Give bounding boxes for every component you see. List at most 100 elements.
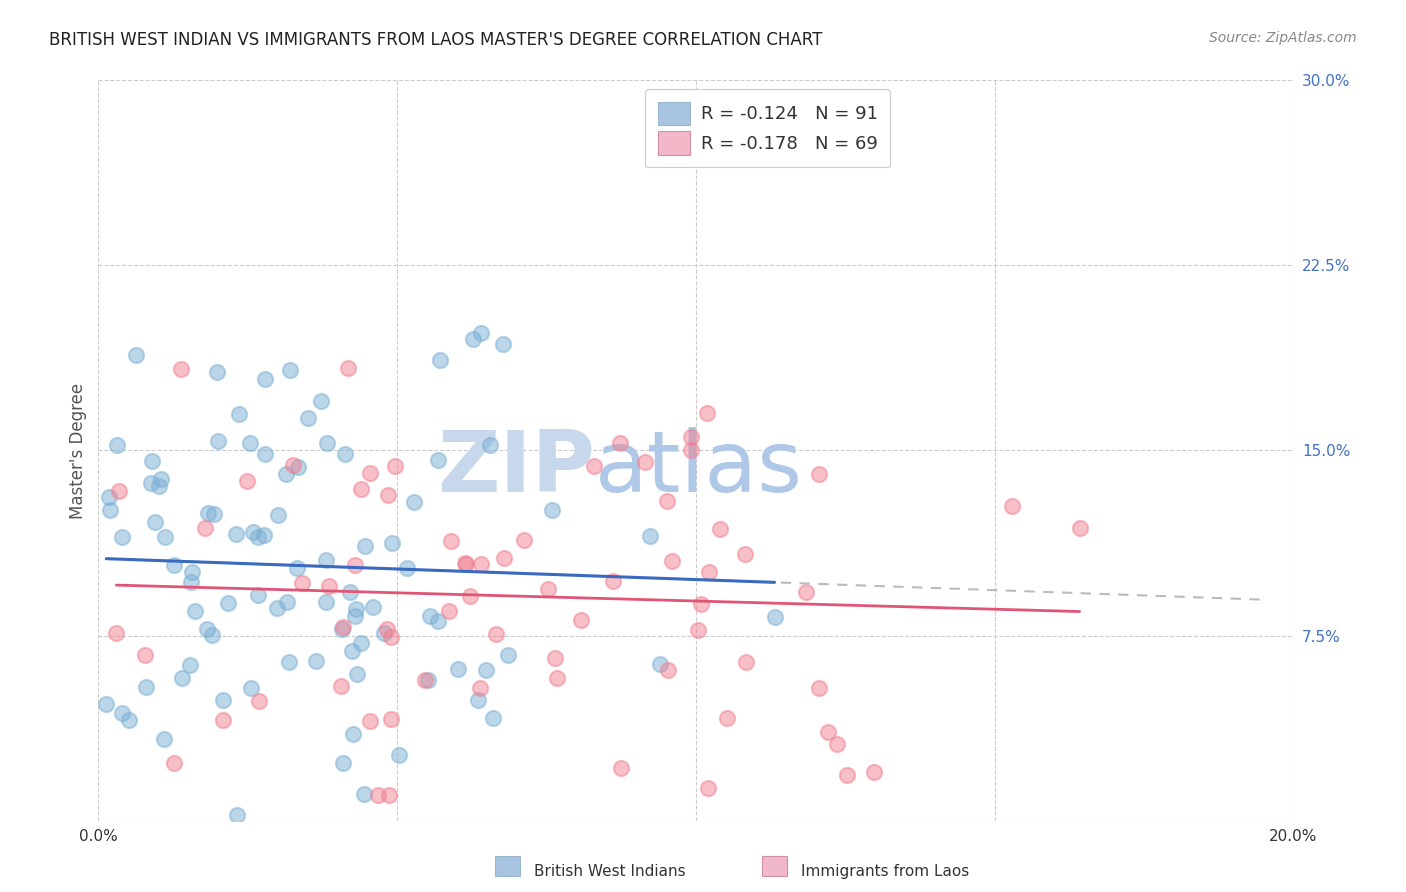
Point <box>197 506 219 520</box>
Text: ZIP: ZIP <box>437 427 595 510</box>
Point <box>141 476 163 491</box>
Point <box>253 528 276 542</box>
Point <box>375 623 398 637</box>
Point <box>98 503 121 517</box>
Text: atlas: atlas <box>595 427 803 510</box>
Point <box>380 631 402 645</box>
Point <box>212 693 235 707</box>
Point <box>247 693 270 707</box>
Point <box>254 447 277 461</box>
Point <box>315 594 337 608</box>
Point <box>207 434 229 448</box>
Point <box>763 609 786 624</box>
Point <box>316 436 339 450</box>
Point <box>835 768 858 782</box>
Point <box>363 600 385 615</box>
Point <box>544 651 567 665</box>
Point <box>696 405 718 419</box>
Point <box>638 529 661 543</box>
Point <box>427 452 450 467</box>
Point <box>697 780 720 795</box>
Point <box>690 597 713 611</box>
Point <box>492 337 515 351</box>
Text: British West Indians: British West Indians <box>534 863 686 879</box>
Point <box>456 557 478 571</box>
Point <box>111 530 134 544</box>
Point <box>330 622 353 636</box>
Point <box>339 585 361 599</box>
Point <box>247 588 270 602</box>
Point <box>1001 499 1024 513</box>
Point <box>277 655 299 669</box>
Point <box>686 623 709 637</box>
Point <box>609 435 631 450</box>
Point <box>342 727 364 741</box>
Point <box>242 524 264 539</box>
Point <box>332 620 354 634</box>
Point <box>350 482 373 496</box>
Point <box>266 601 288 615</box>
Point <box>481 711 503 725</box>
Point <box>332 756 354 770</box>
Point <box>246 530 269 544</box>
Point <box>634 455 657 469</box>
Point <box>226 807 249 822</box>
Point <box>468 681 491 695</box>
Point <box>111 706 134 721</box>
Point <box>335 447 357 461</box>
Point <box>202 508 225 522</box>
Point <box>346 667 368 681</box>
Point <box>153 732 176 747</box>
Point <box>402 495 425 509</box>
Point <box>439 604 461 618</box>
Point <box>384 459 406 474</box>
Point <box>117 713 139 727</box>
Point <box>105 438 128 452</box>
Point <box>460 589 482 603</box>
Point <box>207 365 229 379</box>
Point <box>180 575 202 590</box>
Point <box>297 411 319 425</box>
Point <box>697 566 720 580</box>
Point <box>396 561 419 575</box>
Point <box>97 490 120 504</box>
Point <box>602 574 624 588</box>
Point <box>135 681 157 695</box>
Point <box>648 657 671 671</box>
Point <box>143 515 166 529</box>
Point <box>478 438 501 452</box>
Point <box>657 494 679 508</box>
Point <box>571 613 593 627</box>
Point <box>105 625 128 640</box>
Point <box>342 644 364 658</box>
Point <box>287 459 309 474</box>
Point <box>496 648 519 663</box>
Point <box>285 560 308 574</box>
Point <box>492 551 515 566</box>
Point <box>461 332 484 346</box>
Point <box>377 488 399 502</box>
Point <box>419 609 441 624</box>
Point <box>330 679 353 693</box>
Y-axis label: Master's Degree: Master's Degree <box>69 383 87 518</box>
Point <box>194 521 217 535</box>
Point <box>148 478 170 492</box>
Point <box>582 459 605 474</box>
Point <box>170 671 193 685</box>
Point <box>388 748 411 763</box>
Point <box>661 554 683 568</box>
Point <box>163 558 186 573</box>
Point <box>318 579 340 593</box>
Point <box>679 442 702 457</box>
Point <box>163 756 186 771</box>
Point <box>350 636 373 650</box>
Point <box>344 601 367 615</box>
Point <box>512 533 534 548</box>
Point <box>359 467 381 481</box>
Point <box>807 467 830 481</box>
Legend: R = -0.124   N = 91, R = -0.178   N = 69: R = -0.124 N = 91, R = -0.178 N = 69 <box>645 89 890 168</box>
Point <box>537 582 560 596</box>
Point <box>484 627 506 641</box>
Point <box>373 626 395 640</box>
Point <box>134 648 156 662</box>
